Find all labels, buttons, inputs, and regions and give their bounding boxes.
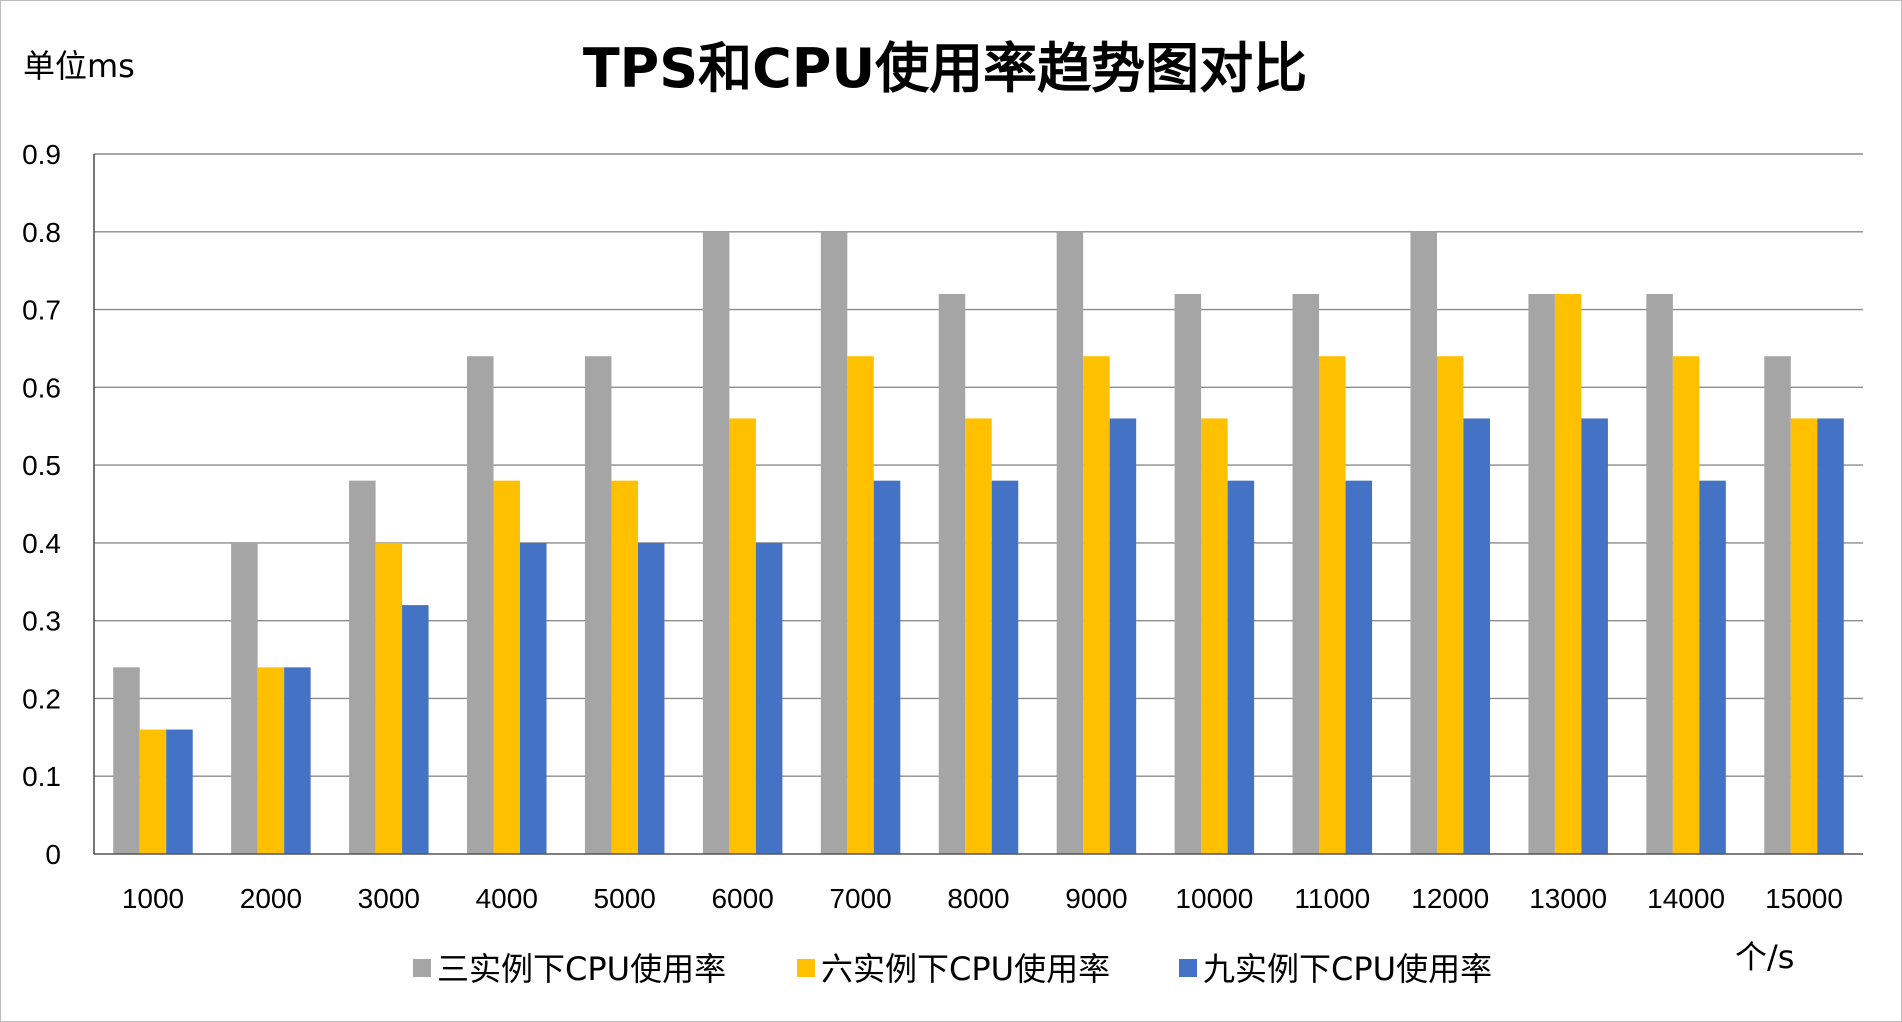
y-tick-label: 0 bbox=[45, 839, 61, 870]
x-tick-label: 12000 bbox=[1411, 883, 1489, 914]
legend-label: 九实例下CPU使用率 bbox=[1203, 950, 1492, 988]
bar-series-2 bbox=[1672, 356, 1700, 854]
x-tick-label: 14000 bbox=[1647, 883, 1725, 914]
axes: 0 0.1 0.2 0.3 0.4 0.5 0.6 0.7 0.8 0.9 1000 2000 3000… bbox=[22, 139, 1863, 914]
bar-series-2 bbox=[375, 542, 403, 854]
bar-series-1 bbox=[820, 231, 848, 854]
bar-series-2 bbox=[847, 356, 874, 854]
bar-series-3 bbox=[1581, 418, 1608, 854]
x-tick-label: 4000 bbox=[476, 883, 538, 914]
y-tick-label: 0.3 bbox=[22, 606, 61, 637]
legend-swatch bbox=[1179, 959, 1197, 977]
y-unit-label: 单位ms bbox=[23, 47, 135, 85]
bar-series-2 bbox=[1554, 294, 1582, 854]
bar-series-2 bbox=[139, 729, 167, 854]
bar-series-1 bbox=[231, 542, 258, 854]
bar-series-1 bbox=[1528, 294, 1555, 854]
bar-series-2 bbox=[965, 418, 992, 854]
x-tick-label: 13000 bbox=[1529, 883, 1607, 914]
chart-title: TPS和CPU使用率趋势图对比 bbox=[583, 37, 1307, 100]
y-tick-label: 0.8 bbox=[22, 217, 61, 248]
bar-series-3 bbox=[1463, 418, 1490, 854]
y-tick-label: 0.9 bbox=[22, 139, 61, 170]
bar-series-2 bbox=[257, 667, 285, 854]
bar-series-3 bbox=[1699, 480, 1726, 854]
bar-series-1 bbox=[938, 294, 966, 854]
bar-series-3 bbox=[1227, 480, 1255, 854]
x-tick-label: 2000 bbox=[240, 883, 302, 914]
bar-series-3 bbox=[1817, 418, 1844, 854]
y-tick-label: 0.6 bbox=[22, 372, 61, 403]
legend-label: 六实例下CPU使用率 bbox=[821, 950, 1110, 988]
bar-series-3 bbox=[284, 667, 311, 854]
y-tick-label: 0.4 bbox=[22, 528, 61, 559]
bar-series-1 bbox=[1174, 294, 1202, 854]
x-tick-label: 9000 bbox=[1065, 883, 1127, 914]
bar-series-2 bbox=[1436, 356, 1464, 854]
bar-series-2 bbox=[493, 480, 521, 854]
x-tick-label: 1000 bbox=[122, 883, 184, 914]
bar-series-2 bbox=[1083, 356, 1110, 854]
bar-series-2 bbox=[729, 418, 756, 854]
bar-series-3 bbox=[166, 729, 193, 854]
bar-series-3 bbox=[755, 542, 783, 854]
y-tick-label: 0.2 bbox=[22, 683, 61, 714]
x-unit-label: 个/s bbox=[1735, 938, 1794, 976]
y-tick-label: 0.7 bbox=[22, 295, 61, 326]
bar-series-1 bbox=[702, 231, 730, 854]
y-tick-label: 0.5 bbox=[22, 450, 61, 481]
legend-swatch bbox=[797, 959, 815, 977]
bar-series-1 bbox=[467, 356, 494, 854]
bar-series-3 bbox=[637, 542, 665, 854]
x-tick-label: 10000 bbox=[1175, 883, 1253, 914]
bar-series-2 bbox=[1319, 356, 1346, 854]
y-tick-label: 0.1 bbox=[22, 761, 61, 792]
bar-series-3 bbox=[402, 605, 429, 854]
bar-series-2 bbox=[1201, 418, 1228, 854]
bar-series-1 bbox=[584, 356, 612, 854]
bar-series-1 bbox=[113, 667, 140, 854]
bar-series-3 bbox=[873, 480, 901, 854]
bar-series-2 bbox=[1790, 418, 1818, 854]
bar-series-1 bbox=[1646, 294, 1673, 854]
bar-series-1 bbox=[1764, 356, 1791, 854]
x-tick-label: 8000 bbox=[947, 883, 1009, 914]
bar-series-1 bbox=[349, 480, 376, 854]
bar-series-3 bbox=[520, 542, 547, 854]
legend-swatch bbox=[413, 959, 431, 977]
x-tick-label: 11000 bbox=[1294, 883, 1370, 914]
x-tick-label: 5000 bbox=[594, 883, 656, 914]
bar-series-1 bbox=[1056, 231, 1084, 854]
bars bbox=[113, 231, 1844, 854]
bar-series-1 bbox=[1292, 294, 1320, 854]
x-tick-label: 3000 bbox=[358, 883, 420, 914]
bar-series-3 bbox=[991, 480, 1019, 854]
legend: 三实例下CPU使用率 六实例下CPU使用率 九实例下CPU使用率 bbox=[413, 950, 1492, 988]
bar-series-2 bbox=[611, 480, 638, 854]
x-tick-label: 7000 bbox=[829, 883, 891, 914]
x-tick-label: 6000 bbox=[711, 883, 773, 914]
bar-series-3 bbox=[1109, 418, 1137, 854]
bar-series-1 bbox=[1410, 231, 1437, 854]
legend-label: 三实例下CPU使用率 bbox=[437, 950, 726, 988]
x-tick-label: 15000 bbox=[1765, 883, 1843, 914]
bar-series-3 bbox=[1345, 480, 1373, 854]
